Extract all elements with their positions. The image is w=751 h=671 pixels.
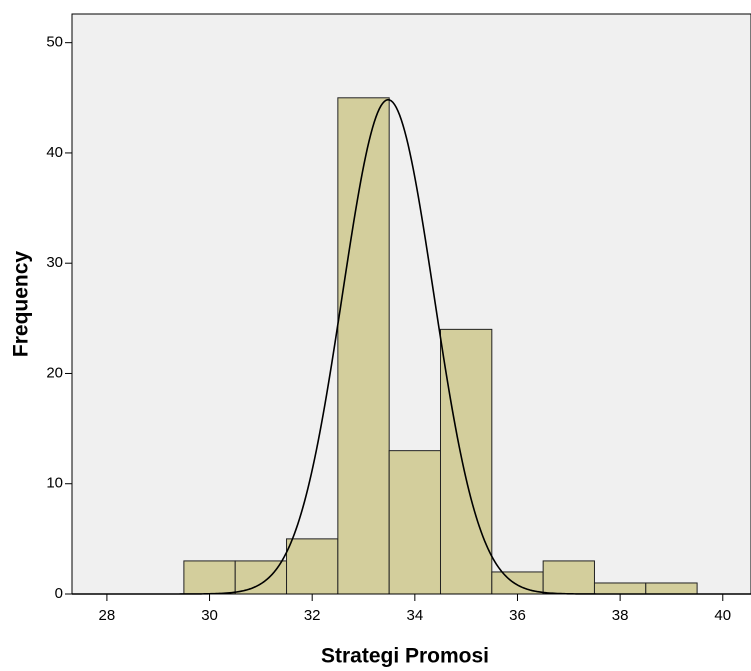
x-tick-label: 28 xyxy=(99,607,116,624)
bar xyxy=(337,97,390,595)
x-axis-title: Strategi Promosi xyxy=(321,645,489,668)
x-tick-label: 36 xyxy=(509,607,526,624)
bar xyxy=(286,538,339,595)
y-tick-label: 0 xyxy=(55,585,63,602)
bar xyxy=(542,560,595,595)
bar xyxy=(183,560,236,595)
y-tick-label: 40 xyxy=(46,144,63,161)
y-tick-label: 10 xyxy=(46,475,63,492)
bar xyxy=(593,582,647,595)
x-tick-label: 30 xyxy=(201,607,218,624)
y-tick-label: 50 xyxy=(46,34,63,51)
bar xyxy=(388,450,441,595)
x-tick-label: 38 xyxy=(612,607,629,624)
bar xyxy=(645,582,698,595)
y-tick-label: 30 xyxy=(46,254,63,271)
x-tick-label: 32 xyxy=(304,607,321,624)
x-tick-label: 34 xyxy=(406,607,423,624)
y-axis-title: Frequency xyxy=(10,251,33,358)
bar xyxy=(439,328,493,595)
x-tick-label: 40 xyxy=(714,607,731,624)
y-tick-label: 20 xyxy=(46,364,63,381)
